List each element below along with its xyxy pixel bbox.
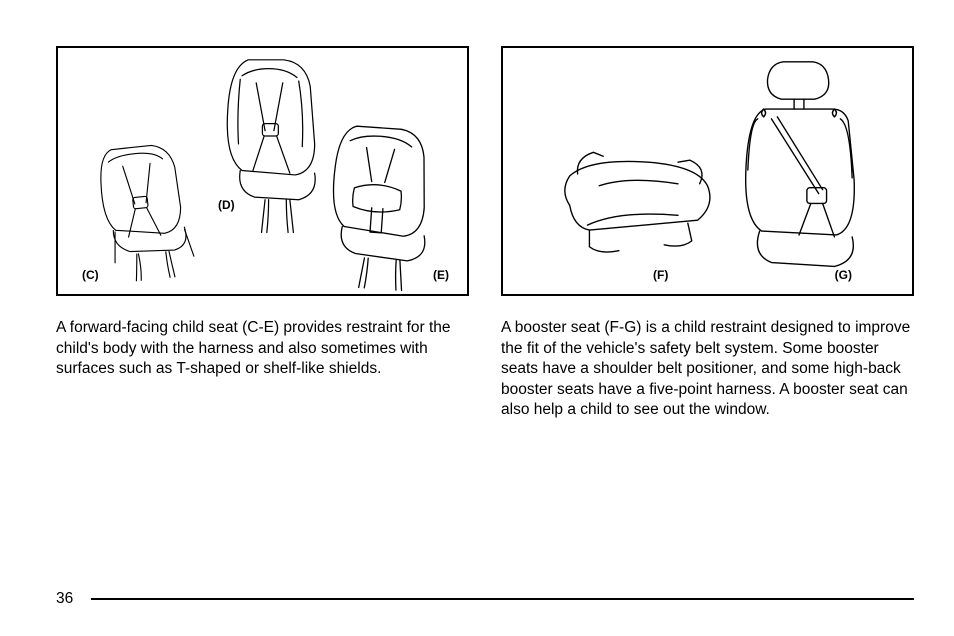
label-e: (E)	[433, 268, 449, 282]
booster-seats-illustration	[503, 48, 912, 294]
forward-facing-seats-illustration	[58, 48, 467, 294]
caption-left: A forward-facing child seat (C-E) provid…	[56, 318, 469, 380]
two-column-layout: (C) (D) (E) A forward-facing child seat …	[56, 46, 914, 421]
right-column: (F) (G) A booster seat (F-G) is a child …	[501, 46, 914, 421]
footer-rule	[91, 598, 914, 600]
left-column: (C) (D) (E) A forward-facing child seat …	[56, 46, 469, 421]
figure-forward-facing-seats: (C) (D) (E)	[56, 46, 469, 296]
figure-booster-seats: (F) (G)	[501, 46, 914, 296]
manual-page: (C) (D) (E) A forward-facing child seat …	[0, 0, 954, 636]
label-g: (G)	[835, 268, 852, 282]
caption-right: A booster seat (F-G) is a child restrain…	[501, 318, 914, 421]
label-f: (F)	[653, 268, 668, 282]
page-number: 36	[56, 590, 91, 608]
label-d: (D)	[218, 198, 235, 212]
label-c: (C)	[82, 268, 99, 282]
page-footer: 36	[56, 590, 914, 608]
